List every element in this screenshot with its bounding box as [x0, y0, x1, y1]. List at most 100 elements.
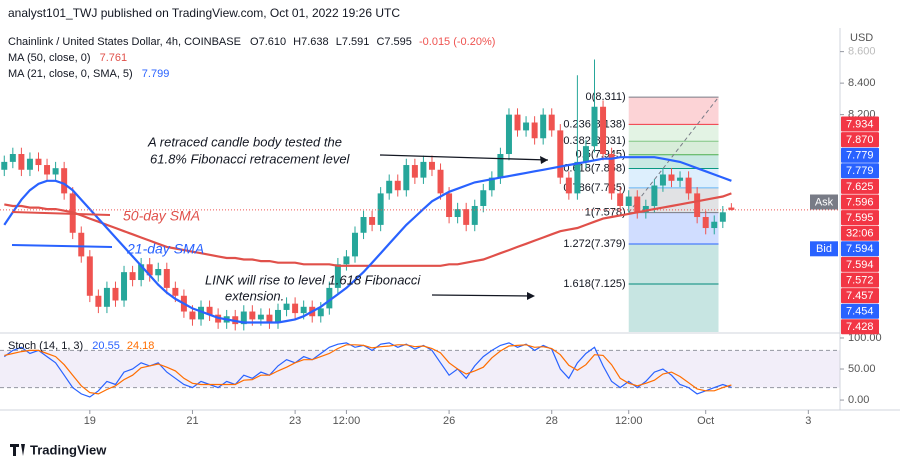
candle-body	[428, 161, 435, 170]
x-tick-label: 12:00	[615, 415, 643, 427]
price-tag	[841, 303, 879, 319]
candle-body	[651, 185, 658, 206]
candle-body	[155, 268, 162, 276]
candle-body	[463, 209, 470, 225]
candle-body	[334, 264, 341, 288]
ohlc: O7.610	[250, 36, 286, 48]
price-tag	[841, 256, 879, 272]
legend-ma50: MA (50, close, 0) 7.761	[8, 52, 127, 64]
stoch-line	[4, 344, 732, 395]
arrow	[431, 294, 534, 297]
fib-label: 0.786(7.735)	[563, 182, 625, 194]
legend-ma21: MA (21, close, 0, SMA, 5) 7.799	[8, 68, 169, 80]
price-tag	[841, 288, 879, 304]
logo	[10, 444, 25, 456]
price-tag-text: 7.594	[846, 259, 874, 271]
candle-body	[292, 303, 299, 314]
candle-body	[35, 158, 42, 166]
candle-body	[437, 169, 444, 194]
legend-name: MA (50, close, 0)	[8, 52, 91, 64]
legend-stoch: Stoch (14, 1, 3) 20.55 24.18	[8, 340, 154, 352]
candle-body	[9, 154, 16, 162]
legend-value: 24.18	[127, 340, 155, 352]
y-tick-label: 8.600	[848, 46, 876, 58]
ohlc: C7.595	[376, 36, 411, 48]
price-tag-text: 32:06	[846, 228, 874, 240]
candle-body	[326, 287, 333, 309]
ohlc: L7.591	[336, 36, 370, 48]
quote-tag-text: Bid	[816, 243, 832, 255]
candle-body	[505, 114, 512, 155]
candle-body	[283, 303, 290, 310]
candle-body	[411, 165, 418, 178]
arrow	[379, 154, 549, 161]
candle-body	[206, 306, 213, 315]
candle-body	[95, 295, 102, 307]
candle-body	[634, 196, 641, 213]
y-tick-label: 100.00	[848, 332, 882, 344]
arrowhead	[540, 156, 548, 164]
candle-body	[702, 217, 709, 229]
price-tag	[841, 163, 879, 179]
x-tick-label: 19	[84, 415, 96, 427]
price-tag	[841, 194, 879, 210]
legend-value: 7.799	[142, 68, 170, 80]
price-tag	[841, 225, 879, 241]
price-tag-text: 7.625	[846, 181, 874, 193]
x-tick-label: 21	[186, 415, 198, 427]
annotation: 21-day SMA	[126, 241, 204, 257]
fib-band	[628, 97, 719, 125]
price-tag-text: 7.428	[846, 321, 874, 333]
candle-body	[548, 114, 555, 131]
price-tag	[841, 319, 879, 335]
fib-label: 1.618(7.125)	[563, 278, 625, 290]
candle-body	[677, 177, 684, 181]
ohlc: H7.638	[293, 36, 328, 48]
annotation: A retraced candle body tested the	[147, 134, 342, 149]
price-tag	[841, 132, 879, 148]
candle-body	[617, 193, 624, 206]
candle-body	[300, 306, 307, 314]
price-tag-text: 7.934	[846, 118, 874, 130]
x-tick-label: 28	[546, 415, 558, 427]
price-tag-text: 7.457	[846, 290, 874, 302]
brand: TradingView	[30, 442, 107, 457]
candle-body	[540, 114, 547, 139]
candle-body	[600, 106, 607, 155]
candle-body	[642, 205, 649, 213]
symbol: Chainlink / United States Dollar, 4h, CO…	[8, 36, 241, 48]
x-tick-label: 26	[443, 415, 455, 427]
candle-body	[257, 314, 264, 320]
candle-body	[685, 177, 692, 194]
legend-name: MA (21, close, 0, SMA, 5)	[8, 68, 133, 80]
candle-body	[403, 165, 410, 191]
candle-body	[129, 272, 136, 281]
change: -0.015 (-0.20%)	[419, 36, 495, 48]
candle-body	[480, 190, 487, 206]
candle-body	[78, 232, 85, 257]
candle-body	[317, 308, 324, 317]
candle-body	[369, 217, 376, 225]
candle-body	[163, 268, 170, 288]
candle-body	[386, 180, 393, 194]
candle-body	[26, 158, 33, 170]
candle-body	[121, 272, 128, 301]
candle-body	[86, 256, 93, 296]
candle-body	[394, 180, 401, 191]
candle-body	[711, 221, 718, 229]
x-tick-label: 12:00	[333, 415, 361, 427]
candle-body	[454, 209, 461, 218]
stoch-line	[3, 342, 732, 398]
y-tick-label: 8.400	[848, 77, 876, 89]
x-tick-label: 3	[805, 415, 811, 427]
ma-line	[3, 156, 732, 324]
price-tag-text: 7.779	[846, 165, 874, 177]
candle-body	[488, 177, 495, 191]
quote-tag	[810, 241, 838, 257]
candle-body	[471, 205, 478, 225]
candle-body	[343, 256, 350, 265]
candle-body	[351, 232, 358, 257]
price-tag-text: 7.594	[846, 243, 874, 255]
quote-tag-text: Ask	[815, 196, 834, 208]
